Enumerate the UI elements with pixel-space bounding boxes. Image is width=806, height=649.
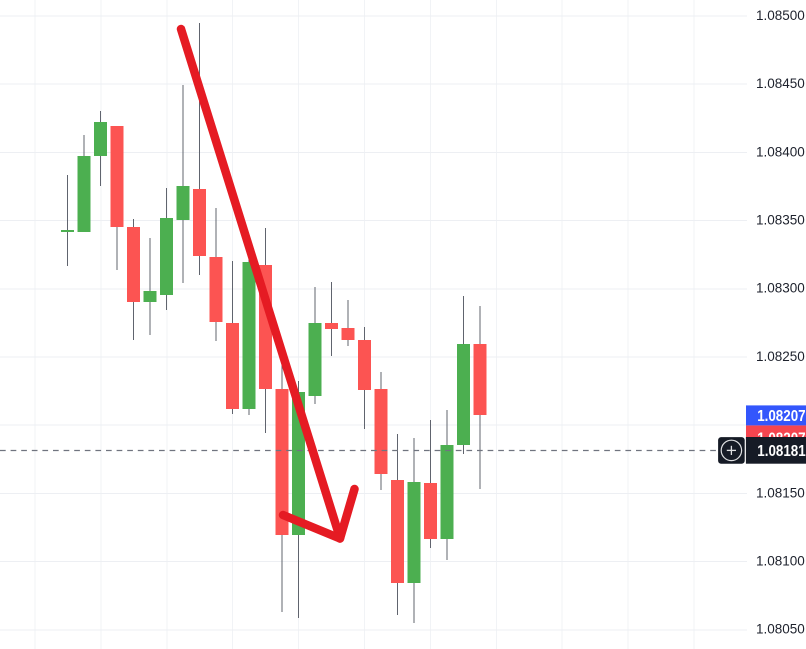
svg-text:1.08400: 1.08400 bbox=[756, 144, 805, 159]
svg-text:1.08181: 1.08181 bbox=[757, 443, 805, 460]
svg-text:1.08300: 1.08300 bbox=[756, 281, 805, 296]
svg-text:1.08450: 1.08450 bbox=[756, 76, 805, 91]
svg-text:1.08050: 1.08050 bbox=[756, 622, 805, 637]
svg-text:1.08250: 1.08250 bbox=[756, 349, 805, 364]
svg-text:1.08150: 1.08150 bbox=[756, 485, 805, 500]
svg-text:1.08207: 1.08207 bbox=[757, 408, 805, 425]
svg-text:1.08100: 1.08100 bbox=[756, 554, 805, 569]
svg-text:1.08350: 1.08350 bbox=[756, 213, 805, 228]
svg-text:1.08500: 1.08500 bbox=[756, 8, 805, 23]
